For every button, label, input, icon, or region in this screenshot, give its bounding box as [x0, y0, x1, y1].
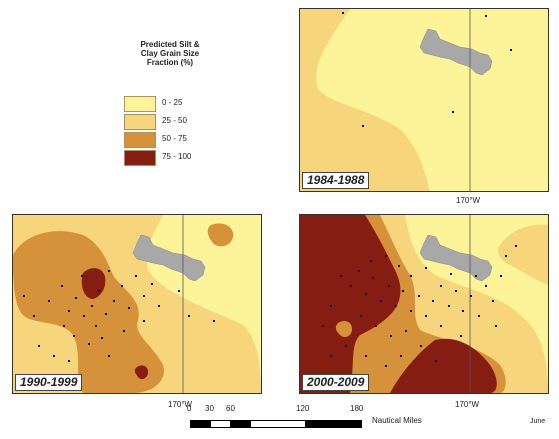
period-label: 1990-1999	[15, 374, 83, 391]
legend-swatch	[124, 96, 156, 112]
land-mass	[419, 28, 493, 76]
scale-tick-label: 60	[226, 404, 235, 413]
map-panel-2000-2009: 2000-2009	[299, 214, 549, 394]
scale-segment	[190, 420, 212, 428]
longitude-label: 170°W	[455, 400, 480, 409]
map-panel-1990-1999: 1990-1999	[12, 214, 262, 394]
legend-title: Predicted Silt & Clay Grain Size Fractio…	[140, 40, 200, 67]
scale-segment	[305, 420, 362, 428]
legend: Predicted Silt & Clay Grain Size Fractio…	[100, 40, 240, 166]
legend-label: 50 - 75	[162, 134, 187, 143]
map-panel-1984-1988: 1984-1988	[299, 8, 549, 192]
scale-segment	[250, 420, 307, 428]
month-label: June	[530, 418, 546, 425]
scale-tick-label: 180	[350, 404, 364, 413]
period-label: 1984-1988	[302, 172, 370, 189]
legend-swatch	[124, 150, 156, 166]
scale-bar-graphic	[190, 420, 370, 428]
longitude-label: 170°W	[168, 400, 193, 409]
longitude-label: 170°W	[456, 196, 481, 205]
scale-segment	[210, 420, 232, 428]
map-canvas	[13, 215, 261, 393]
land-mass	[132, 234, 206, 282]
map-canvas	[300, 9, 548, 191]
map-canvas	[300, 215, 548, 393]
scale-tick-label: 120	[296, 404, 310, 413]
legend-label: 25 - 50	[162, 116, 187, 125]
land-mass	[419, 234, 493, 282]
legend-label: 0 - 25	[162, 98, 183, 107]
scale-tick-label: 30	[205, 404, 214, 413]
scale-segment	[230, 420, 252, 428]
period-label: 2000-2009	[302, 374, 370, 391]
legend-swatch	[124, 114, 156, 130]
legend-swatch	[124, 132, 156, 148]
scale-tick-label: 0	[187, 404, 192, 413]
scale-unit-label: Nautical Miles	[372, 416, 422, 425]
legend-label: 75 - 100	[162, 152, 192, 161]
